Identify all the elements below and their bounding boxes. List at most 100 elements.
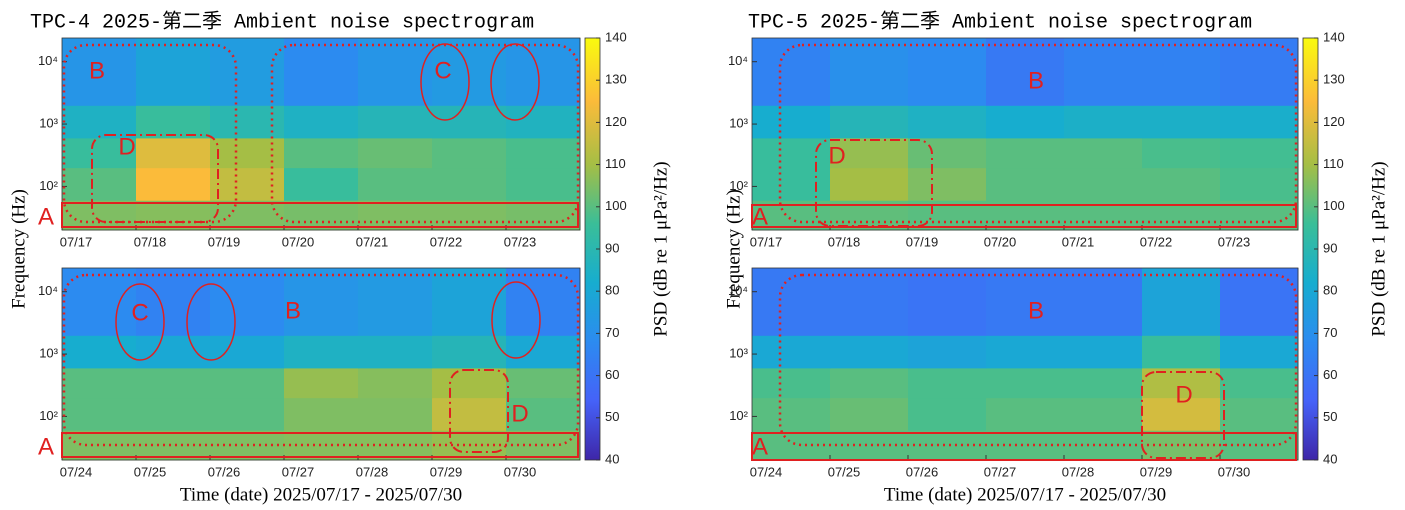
psd-cell — [284, 38, 359, 106]
psd-cell — [136, 200, 211, 231]
psd-cell — [986, 105, 1065, 139]
psd-cell — [752, 397, 831, 431]
annotation-label: C — [434, 57, 451, 84]
psd-cell — [506, 137, 581, 169]
psd-cell — [432, 397, 507, 431]
x-tick-label: 07/27 — [984, 464, 1017, 479]
psd-cell — [506, 200, 581, 231]
psd-cell — [1064, 335, 1143, 369]
psd-cell — [136, 137, 211, 169]
x-tick-label: 07/23 — [504, 234, 537, 249]
annotation-box — [751, 204, 1297, 228]
psd-cell — [210, 38, 285, 106]
annotation-box — [61, 202, 579, 228]
psd-cell — [1220, 105, 1299, 139]
x-tick-label: 07/22 — [1140, 234, 1173, 249]
y-tick-label: 10³ — [729, 115, 748, 130]
psd-cell — [506, 335, 581, 369]
psd-cell — [506, 38, 581, 106]
psd-cell — [1064, 268, 1143, 336]
psd-cell — [752, 335, 831, 369]
colorbar-tick-label: 40 — [605, 451, 619, 466]
psd-cell — [136, 397, 211, 431]
annotation-label: A — [38, 433, 54, 460]
colorbar-label: PSD (dB re 1 μPa²/Hz) — [650, 161, 671, 336]
psd-cell — [284, 200, 359, 231]
psd-cell — [752, 137, 831, 169]
annotation-label: B — [285, 297, 301, 324]
psd-cell — [210, 200, 285, 231]
psd-cell — [986, 335, 1065, 369]
psd-cell — [830, 397, 909, 431]
psd-cell — [284, 335, 359, 369]
annotation-box — [449, 369, 509, 453]
annotation-ellipse — [115, 283, 165, 361]
psd-cell — [432, 200, 507, 231]
psd-cell — [752, 268, 831, 336]
psd-cell — [908, 105, 987, 139]
psd-cell — [1064, 105, 1143, 139]
psd-cell — [908, 38, 987, 106]
x-axis-label: Time (date) 2025/07/17 - 2025/07/30 — [180, 484, 462, 505]
annotation-box — [1141, 371, 1225, 459]
annotation-label: A — [752, 203, 768, 230]
annotation-label: B — [89, 57, 105, 84]
colorbar-tick-label: 80 — [605, 283, 619, 298]
colorbar-tick-label: 130 — [605, 72, 627, 87]
x-tick-label: 07/28 — [356, 464, 389, 479]
psd-cell — [136, 335, 211, 369]
annotation-box — [61, 432, 579, 458]
psd-cell — [210, 335, 285, 369]
psd-cell — [986, 167, 1065, 201]
psd-cell — [1064, 38, 1143, 106]
psd-cell — [284, 137, 359, 169]
annotation-ellipse — [490, 43, 540, 121]
psd-cell — [1142, 397, 1221, 431]
x-tick-label: 07/21 — [1062, 234, 1095, 249]
annotation-ellipse — [420, 43, 470, 121]
annotation-label: B — [1028, 67, 1044, 94]
psd-cell — [62, 335, 137, 369]
y-tick-label: 10⁴ — [728, 53, 748, 68]
psd-cell — [432, 167, 507, 201]
colorbar-tick-label: 130 — [1323, 72, 1345, 87]
psd-cell — [284, 105, 359, 139]
psd-cell — [908, 167, 987, 201]
colorbar-tick-label: 70 — [605, 325, 619, 340]
psd-cell — [1142, 105, 1221, 139]
psd-cell — [506, 397, 581, 431]
annotation-label: A — [752, 433, 768, 460]
x-tick-label: 07/22 — [430, 234, 463, 249]
psd-cell — [136, 167, 211, 201]
plot-frame — [61, 267, 581, 461]
psd-cell — [830, 367, 909, 399]
psd-cell — [210, 268, 285, 336]
colorbar-tick-label: 50 — [1323, 409, 1337, 424]
y-tick-label: 10³ — [39, 115, 58, 130]
psd-cell — [62, 137, 137, 169]
x-tick-label: 07/28 — [1062, 464, 1095, 479]
psd-cell — [1220, 268, 1299, 336]
colorbar-tick-label: 140 — [605, 29, 627, 44]
psd-cell — [1220, 167, 1299, 201]
psd-cell — [1220, 335, 1299, 369]
psd-cell — [358, 430, 433, 461]
x-tick-label: 07/20 — [984, 234, 1017, 249]
psd-cell — [506, 367, 581, 399]
annotation-box — [270, 43, 580, 224]
x-tick-label: 07/19 — [906, 234, 939, 249]
psd-cell — [358, 367, 433, 399]
psd-cell — [506, 167, 581, 201]
y-axis-label: Frequency (Hz) — [8, 189, 29, 309]
x-tick-label: 07/24 — [750, 464, 783, 479]
psd-cell — [62, 397, 137, 431]
psd-cell — [1220, 137, 1299, 169]
annotation-ellipse — [491, 281, 541, 359]
x-tick-label: 07/25 — [828, 464, 861, 479]
psd-cell — [1220, 38, 1299, 106]
y-tick-label: 10⁴ — [38, 53, 58, 68]
annotation-box — [62, 43, 238, 224]
psd-cell — [62, 367, 137, 399]
annotation-ellipse — [186, 283, 236, 361]
psd-cell — [62, 430, 137, 461]
